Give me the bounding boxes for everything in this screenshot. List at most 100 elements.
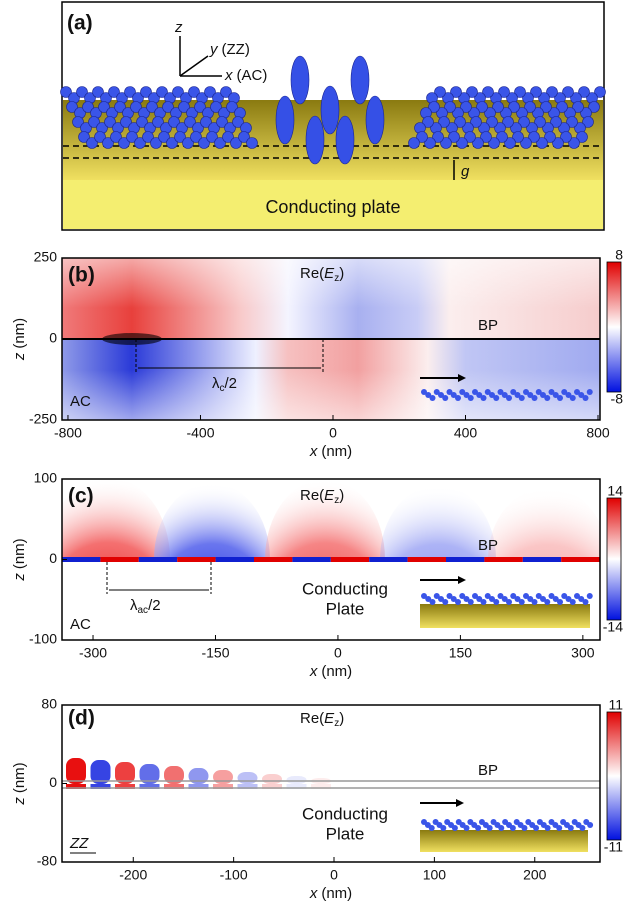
atom: [561, 593, 568, 599]
atom: [450, 596, 457, 602]
atom: [579, 825, 586, 831]
colorbar-label: -14: [603, 619, 623, 635]
layer-label: BP: [478, 762, 498, 779]
atom: [434, 86, 446, 98]
layer-label: BP: [478, 537, 498, 554]
atom: [450, 392, 457, 398]
atom: [438, 392, 444, 398]
y-axis-label: z (nm): [11, 762, 28, 805]
atom: [456, 137, 468, 149]
atom: [444, 101, 456, 113]
atom: [425, 392, 432, 398]
heatmap: [62, 258, 600, 420]
atom: [578, 86, 590, 98]
atom: [94, 131, 106, 143]
atom: [424, 137, 436, 149]
atom: [488, 137, 500, 149]
strip: [484, 557, 523, 562]
atom: [544, 395, 551, 401]
atom: [184, 116, 196, 128]
atom: [438, 116, 450, 128]
atom: [467, 599, 474, 605]
atom: [546, 86, 558, 98]
atom: [514, 392, 521, 398]
atom: [530, 86, 542, 98]
atom: [190, 131, 202, 143]
atom: [198, 137, 210, 149]
atom: [232, 116, 244, 128]
atom: [576, 131, 588, 143]
atom: [523, 389, 529, 395]
atom: [421, 593, 427, 599]
atom: [572, 101, 584, 113]
atom: [335, 115, 355, 165]
atom: [425, 596, 432, 602]
atom: [509, 825, 516, 831]
colorbar: [606, 261, 622, 393]
field-blob: [237, 784, 258, 789]
atom: [582, 116, 594, 128]
y-tick-label: -80: [37, 853, 57, 869]
atom: [472, 593, 478, 599]
atom: [220, 86, 232, 98]
atom: [586, 389, 593, 395]
x-tick-label: 0: [330, 867, 338, 883]
atom: [561, 389, 568, 395]
atom: [174, 131, 186, 143]
field-blob: [188, 768, 209, 784]
atom: [501, 392, 508, 398]
atom: [544, 131, 556, 143]
colorbar-label: -11: [604, 839, 623, 855]
atom: [120, 116, 132, 128]
atom: [521, 825, 528, 831]
atom: [552, 392, 559, 398]
direction-label: AC: [70, 393, 91, 410]
x-tick-label: 0: [334, 645, 342, 661]
strip: [215, 557, 254, 562]
y-tick-label: -250: [29, 411, 57, 427]
axis-label: y (ZZ): [209, 41, 250, 58]
atom: [552, 596, 559, 602]
x-tick-label: -200: [119, 867, 147, 883]
atom: [578, 392, 585, 398]
atom: [290, 55, 310, 105]
x-axis-var: x: [309, 663, 318, 680]
axis-label: z: [174, 19, 183, 36]
atom: [514, 86, 526, 98]
atom: [463, 392, 470, 398]
atom: [527, 392, 534, 398]
x-axis-var: x: [309, 885, 318, 902]
atom: [166, 137, 178, 149]
strip: [446, 557, 485, 562]
y-tick-label: 0: [49, 550, 57, 566]
atom: [204, 86, 216, 98]
colorbar: [606, 497, 622, 621]
field-blob: [66, 758, 86, 784]
atom: [152, 116, 164, 128]
field-blob: [90, 784, 111, 789]
atom: [534, 116, 546, 128]
atom: [66, 101, 78, 113]
atom: [574, 593, 580, 599]
colorbar-label: 8: [615, 247, 623, 263]
field-blob: [139, 764, 160, 784]
atom: [136, 116, 148, 128]
plate-label: Plate: [326, 599, 365, 618]
atom: [214, 137, 226, 149]
atom: [226, 101, 238, 113]
atom: [446, 389, 453, 395]
strip: [407, 557, 446, 562]
atom: [275, 95, 295, 145]
atom: [493, 599, 500, 605]
atom: [586, 593, 593, 599]
atom: [448, 131, 460, 143]
atom: [470, 116, 482, 128]
atom: [502, 116, 514, 128]
atom: [556, 101, 568, 113]
atom: [550, 116, 562, 128]
atom: [82, 101, 94, 113]
atom: [528, 131, 540, 143]
atom: [566, 116, 578, 128]
x-tick-label: 0: [329, 425, 337, 441]
atom: [455, 395, 461, 401]
